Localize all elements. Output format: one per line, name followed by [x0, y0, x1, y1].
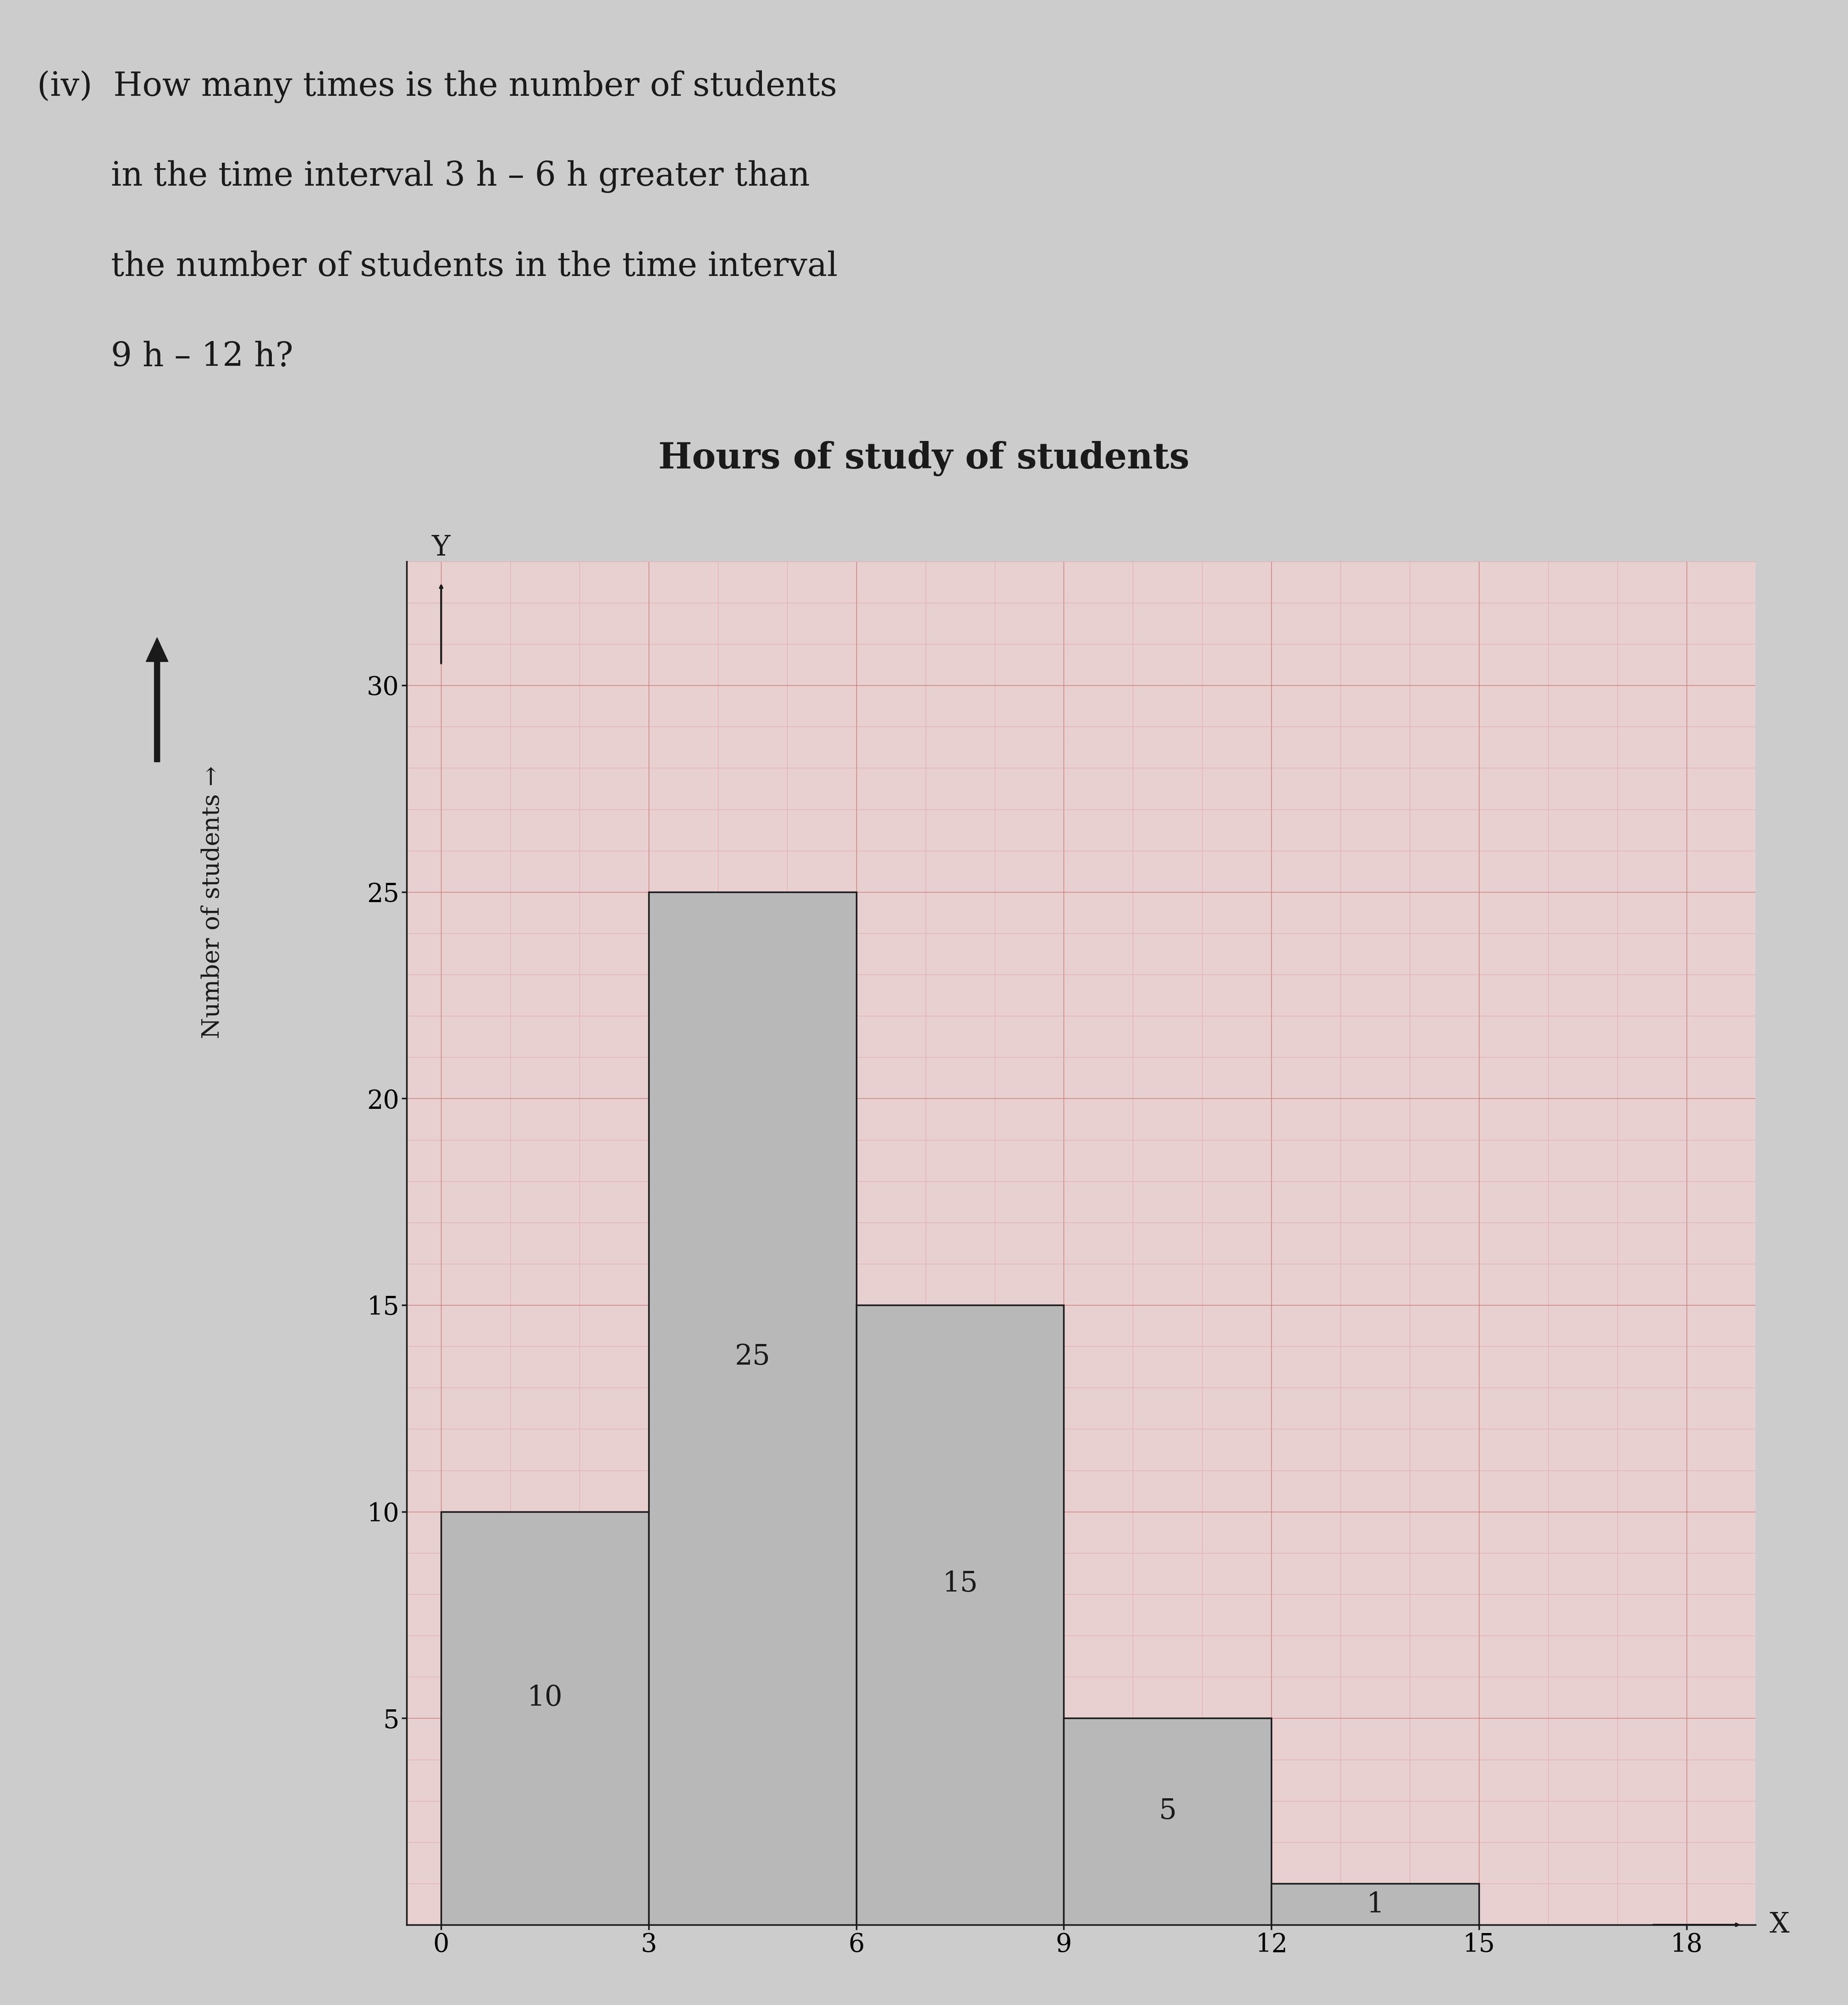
Text: 25: 25: [736, 1343, 771, 1371]
Text: Number of students →: Number of students →: [201, 766, 224, 1039]
Text: Y: Y: [432, 533, 451, 561]
Text: 15: 15: [942, 1570, 978, 1598]
Text: 9 h – 12 h?: 9 h – 12 h?: [37, 341, 294, 373]
Text: Hours of study of students: Hours of study of students: [658, 441, 1190, 477]
Bar: [442, 1512, 649, 1925]
Text: 5: 5: [1159, 1796, 1177, 1825]
Text: in the time interval 3 h – 6 h greater than: in the time interval 3 h – 6 h greater t…: [37, 160, 809, 192]
Bar: [1271, 1883, 1478, 1925]
Text: 1: 1: [1366, 1891, 1384, 1919]
Bar: [856, 1305, 1064, 1925]
Text: 10: 10: [527, 1684, 564, 1712]
Text: the number of students in the time interval: the number of students in the time inter…: [37, 251, 837, 283]
Bar: [649, 892, 856, 1925]
Text: (iv)  How many times is the number of students: (iv) How many times is the number of stu…: [37, 70, 837, 102]
Text: X: X: [1769, 1911, 1789, 1939]
Bar: [1064, 1718, 1271, 1925]
